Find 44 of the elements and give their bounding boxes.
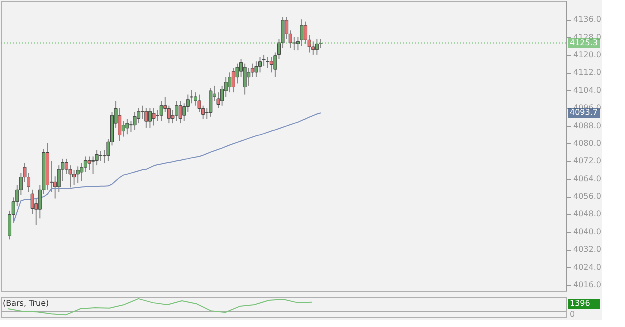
candlestick: [254, 61, 258, 78]
y-tick-label: 4080.0: [574, 138, 602, 148]
y-tick-label: 4136.0: [574, 15, 602, 24]
candlestick: [88, 156, 92, 170]
line-series: [13, 112, 322, 224]
candlestick: [152, 108, 156, 126]
candlestick: [266, 56, 270, 69]
candlestick: [76, 166, 80, 184]
y-tick-label: 4064.0: [574, 174, 602, 184]
candlestick: [99, 150, 103, 162]
y-tick-label: 4112.0: [574, 68, 602, 78]
candlestick: [209, 88, 213, 118]
y-tick-label: 4120.0: [574, 50, 602, 60]
candlestick: [300, 19, 304, 47]
candlestick: [315, 38, 319, 56]
candlestick: [160, 100, 164, 122]
candlestick: [144, 108, 148, 128]
y-tick-label: 4088.0: [574, 121, 602, 130]
y-tick-label: 4048.0: [574, 210, 602, 219]
candlestick: [178, 100, 182, 124]
candlestick: [72, 170, 76, 186]
candlestick: [140, 105, 144, 120]
candlestick: [292, 36, 296, 52]
candlestick: [232, 68, 236, 94]
candlestick: [175, 100, 179, 122]
y-tick-label: 4056.0: [574, 192, 602, 202]
y-tick-label: 4016.0: [574, 280, 602, 290]
candlestick: [148, 108, 152, 128]
candlestick: [129, 120, 133, 133]
y-tick-label: 4072.0: [574, 156, 602, 166]
candlestick: [258, 56, 262, 74]
y-tick-label: 4040.0: [574, 227, 602, 236]
candlestick: [228, 72, 232, 94]
candlestick: [270, 56, 274, 74]
text: 0: [570, 310, 576, 319]
text: 1396: [570, 299, 590, 308]
candlestick: [247, 68, 251, 86]
y-tick-label: 4024.0: [574, 262, 602, 272]
y-tick-label: 4104.0: [574, 86, 602, 95]
annotation: (Bars, True): [3, 299, 50, 308]
candlestick: [243, 63, 247, 96]
candlestick: [126, 118, 130, 136]
y-tick-label: 4032.0: [574, 245, 602, 254]
candlestick: [133, 112, 137, 131]
